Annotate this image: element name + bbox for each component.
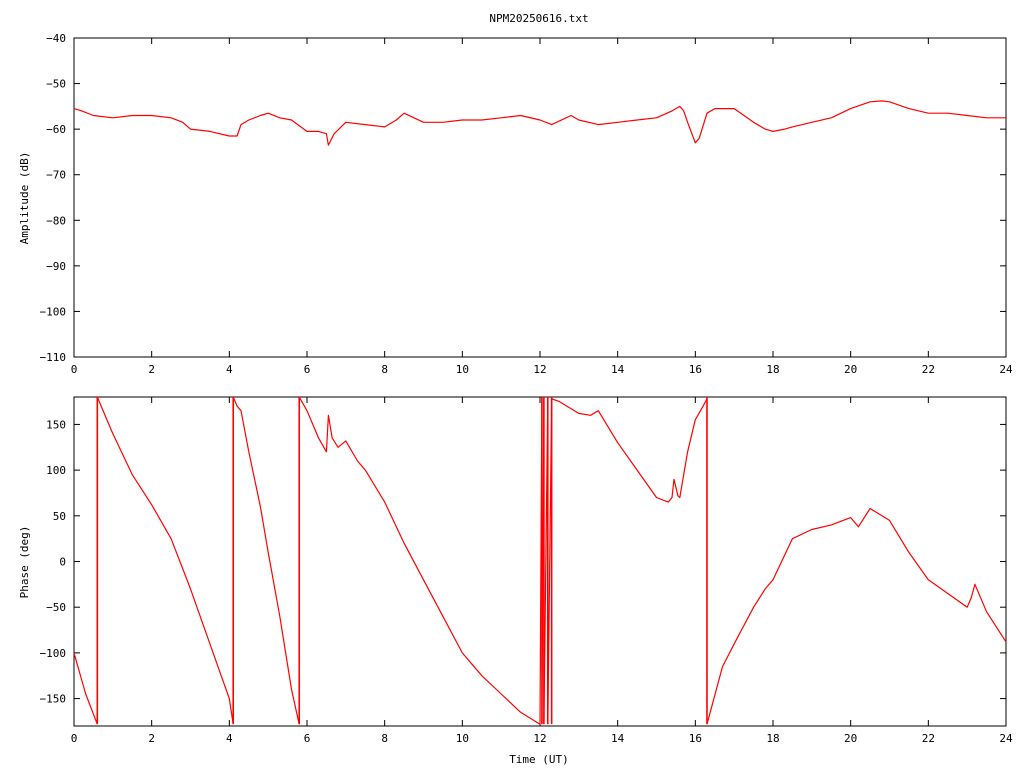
chart-title: NPM20250616.txt [489, 12, 588, 25]
phase-trace-segment [551, 398, 708, 503]
phase-y-tick-label: 100 [46, 464, 66, 477]
phase-x-tick-label: 16 [689, 732, 702, 745]
amplitude-x-tick-label: 0 [71, 363, 78, 376]
phase-x-tick-label: 18 [766, 732, 779, 745]
amplitude-y-tick-label: −60 [46, 123, 66, 136]
phase-y-tick-label: −150 [40, 693, 67, 706]
amplitude-x-tick-label: 16 [689, 363, 702, 376]
amplitude-x-tick-label: 8 [381, 363, 388, 376]
phase-x-tick-label: 24 [999, 732, 1013, 745]
phase-x-tick-label: 8 [381, 732, 388, 745]
phase-panel: Phase (deg) Time (UT) 0 2 4 6 8 10 12 14 16 18 20 2… [18, 396, 1013, 766]
amplitude-y-tick-label: −40 [46, 32, 66, 45]
amplitude-x-tick-label: 2 [148, 363, 155, 376]
phase-y-tick-label: 150 [46, 418, 66, 431]
amplitude-x-tick-label: 18 [766, 363, 779, 376]
amplitude-y-label: Amplitude (dB) [18, 152, 31, 245]
phase-x-tick-label: 4 [226, 732, 233, 745]
phase-x-tick-label: 2 [148, 732, 155, 745]
amplitude-y-tick-label: −80 [46, 214, 66, 227]
phase-trace-segment [298, 396, 541, 725]
amplitude-x-tick-label: 24 [999, 363, 1013, 376]
phase-x-tick-label: 10 [456, 732, 469, 745]
amplitude-x-tick-label: 22 [922, 363, 935, 376]
phase-y-label: Phase (deg) [18, 526, 31, 599]
phase-y-tick-label: 50 [53, 510, 66, 523]
phase-y-tick-label: 0 [59, 556, 66, 569]
amplitude-x-tick-label: 14 [611, 363, 625, 376]
phase-trace-segment [706, 507, 1007, 725]
amplitude-x-tick-label: 6 [304, 363, 311, 376]
amplitude-x-tick-label: 12 [533, 363, 546, 376]
amplitude-y-tick-label: −110 [40, 351, 67, 364]
phase-trace-segment [73, 652, 98, 725]
amplitude-x-tick-label: 4 [226, 363, 233, 376]
phase-x-tick-label: 20 [844, 732, 857, 745]
phase-y-tick-label: −50 [46, 601, 66, 614]
phase-x-tick-label: 12 [533, 732, 546, 745]
amplitude-x-tick-label: 10 [456, 363, 469, 376]
amplitude-trace-segment [73, 100, 1006, 146]
phase-x-tick-label: 0 [71, 732, 78, 745]
amplitude-y-tick-label: −70 [46, 169, 66, 182]
amplitude-x-tick-label: 20 [844, 363, 857, 376]
amplitude-y-tick-label: −90 [46, 260, 66, 273]
amplitude-plot-frame [73, 37, 1007, 358]
phase-trace-segment [96, 396, 234, 725]
phase-x-label: Time (UT) [509, 753, 569, 766]
amplitude-y-tick-label: −100 [40, 305, 67, 318]
phase-x-tick-label: 14 [611, 732, 625, 745]
phase-x-tick-label: 6 [304, 732, 311, 745]
phase-trace-segment [232, 396, 300, 725]
phase-y-tick-label: −100 [40, 647, 67, 660]
phase-x-tick-label: 22 [922, 732, 935, 745]
amplitude-y-tick-label: −50 [46, 78, 66, 91]
amplitude-panel: Amplitude (dB) 0 2 4 6 8 10 12 14 16 18 20 22 24−110… [18, 32, 1013, 376]
